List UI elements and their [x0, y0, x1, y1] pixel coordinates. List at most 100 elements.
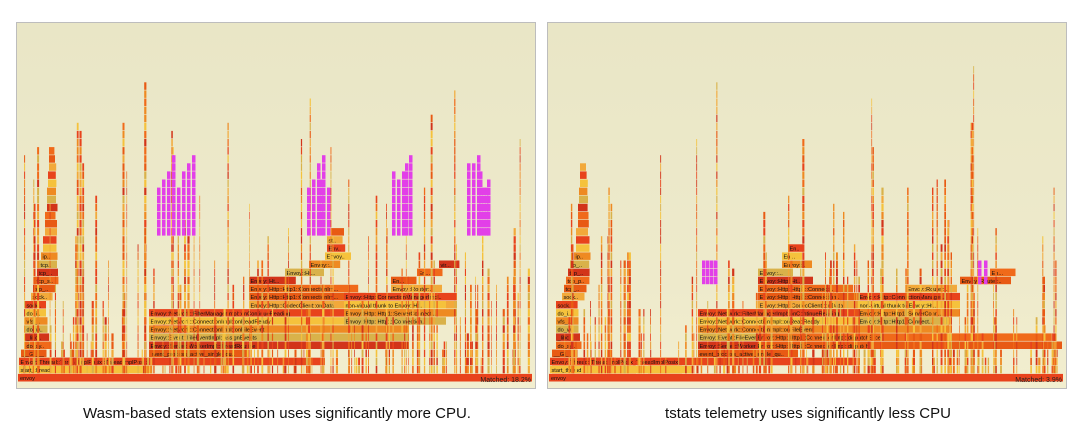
- frame-spike[interactable]: [728, 284, 730, 293]
- frame-spike[interactable]: [871, 260, 873, 269]
- frame-spike[interactable]: [348, 365, 350, 374]
- frame-spike[interactable]: [905, 365, 906, 374]
- frame-spike[interactable]: [63, 365, 65, 374]
- frame-spike[interactable]: [33, 268, 35, 277]
- frame-spike[interactable]: [825, 268, 826, 277]
- frame-spike[interactable]: [852, 333, 854, 341]
- frame-spike[interactable]: [825, 284, 826, 293]
- frame-spike[interactable]: [332, 365, 334, 374]
- frame-spike[interactable]: [763, 260, 766, 269]
- frame-spike[interactable]: [571, 349, 574, 358]
- frame-spike[interactable]: [90, 349, 92, 358]
- frame-spike[interactable]: [977, 317, 979, 325]
- frame-spike[interactable]: [802, 236, 805, 244]
- frame-spike[interactable]: [570, 365, 573, 374]
- frame-spike[interactable]: [896, 349, 898, 358]
- frame-spike[interactable]: [34, 236, 36, 244]
- frame-spike[interactable]: [973, 203, 975, 212]
- frame-spike[interactable]: [433, 341, 435, 350]
- frame-highlight[interactable]: [187, 187, 191, 196]
- frame-spike[interactable]: [386, 284, 388, 293]
- frame-spike[interactable]: [853, 317, 856, 325]
- frame-spike[interactable]: [995, 301, 997, 309]
- frame-spike[interactable]: [79, 130, 82, 139]
- frame-spike[interactable]: [86, 333, 88, 341]
- frame-spike[interactable]: [1047, 341, 1049, 350]
- frame-spike[interactable]: [108, 357, 109, 366]
- frame-spike[interactable]: [408, 276, 409, 285]
- frame-spike[interactable]: [375, 292, 378, 301]
- frame-spike[interactable]: [309, 236, 311, 244]
- frame-spike[interactable]: [800, 325, 802, 333]
- frame-spike[interactable]: [586, 365, 589, 374]
- frame-spike[interactable]: [839, 317, 842, 325]
- frame-spike[interactable]: [881, 292, 883, 301]
- frame-spike[interactable]: [193, 317, 195, 325]
- frame-spike[interactable]: [973, 98, 975, 107]
- frame-spike[interactable]: [454, 106, 456, 115]
- frame-spike[interactable]: [322, 317, 324, 325]
- frame-highlight[interactable]: [392, 195, 396, 204]
- frame-spike[interactable]: [959, 357, 960, 366]
- frame-spike[interactable]: [519, 228, 521, 236]
- frame-spike[interactable]: [300, 187, 303, 196]
- frame-spike[interactable]: [122, 357, 125, 366]
- frame-spike[interactable]: [610, 236, 613, 244]
- frame-spike[interactable]: [227, 284, 229, 293]
- frame-spike[interactable]: [608, 341, 610, 350]
- frame-spike[interactable]: [847, 284, 849, 293]
- frame-spike[interactable]: [763, 268, 766, 277]
- frame-spike[interactable]: [49, 301, 51, 309]
- frame-spike[interactable]: [267, 301, 269, 309]
- frame-spike[interactable]: [660, 276, 662, 285]
- frame-spike[interactable]: [177, 268, 179, 277]
- frame-highlight[interactable]: [322, 195, 326, 204]
- frame-spike[interactable]: [871, 179, 873, 188]
- frame-spike[interactable]: [863, 341, 866, 350]
- frame-spike[interactable]: [1051, 365, 1053, 374]
- frame-spike[interactable]: [802, 260, 805, 269]
- frame-spike[interactable]: [76, 260, 78, 269]
- frame-spike[interactable]: [37, 179, 40, 188]
- frame-spike[interactable]: [482, 357, 484, 366]
- frame-spike[interactable]: [977, 365, 979, 374]
- frame-spike[interactable]: [853, 301, 856, 309]
- frame-spike[interactable]: [171, 292, 173, 301]
- frame-spike[interactable]: [506, 349, 509, 358]
- frame-spike[interactable]: [575, 365, 577, 374]
- frame-spike[interactable]: [466, 341, 469, 350]
- frame-spike[interactable]: [726, 349, 729, 358]
- frame-spike[interactable]: [896, 276, 898, 285]
- frame-spike[interactable]: [320, 268, 322, 277]
- frame-spike[interactable]: [72, 357, 75, 366]
- frame-spike[interactable]: [638, 365, 641, 374]
- frame-spike[interactable]: [95, 252, 98, 260]
- frame-spike[interactable]: [454, 341, 456, 350]
- frame-highlight[interactable]: [187, 211, 191, 220]
- frame-spike[interactable]: [423, 357, 426, 366]
- frame-highlight[interactable]: [307, 195, 311, 204]
- frame-spike[interactable]: [790, 260, 793, 269]
- frame-spike[interactable]: [144, 130, 147, 139]
- frame-spike[interactable]: [970, 171, 973, 179]
- frame-highlight[interactable]: [487, 195, 491, 204]
- frame-spike[interactable]: [608, 252, 610, 260]
- frame-spike[interactable]: [623, 284, 626, 293]
- frame-spike[interactable]: [496, 357, 497, 366]
- frame-spike[interactable]: [872, 163, 874, 171]
- frame[interactable]: [325, 252, 351, 260]
- frame-spike[interactable]: [137, 317, 139, 325]
- frame-spike[interactable]: [973, 106, 975, 115]
- frame-spike[interactable]: [1016, 365, 1018, 374]
- frame-spike[interactable]: [267, 349, 269, 358]
- frame-spike[interactable]: [456, 252, 457, 260]
- frame-spike[interactable]: [433, 317, 435, 325]
- frame-spike[interactable]: [502, 333, 505, 341]
- frame-spike[interactable]: [758, 341, 762, 350]
- frame-spike[interactable]: [971, 309, 973, 317]
- frame-spike[interactable]: [950, 284, 952, 293]
- frame-spike[interactable]: [332, 325, 334, 333]
- frame-spike[interactable]: [610, 292, 613, 301]
- frame-spike[interactable]: [973, 357, 975, 366]
- frame-spike[interactable]: [1054, 365, 1057, 374]
